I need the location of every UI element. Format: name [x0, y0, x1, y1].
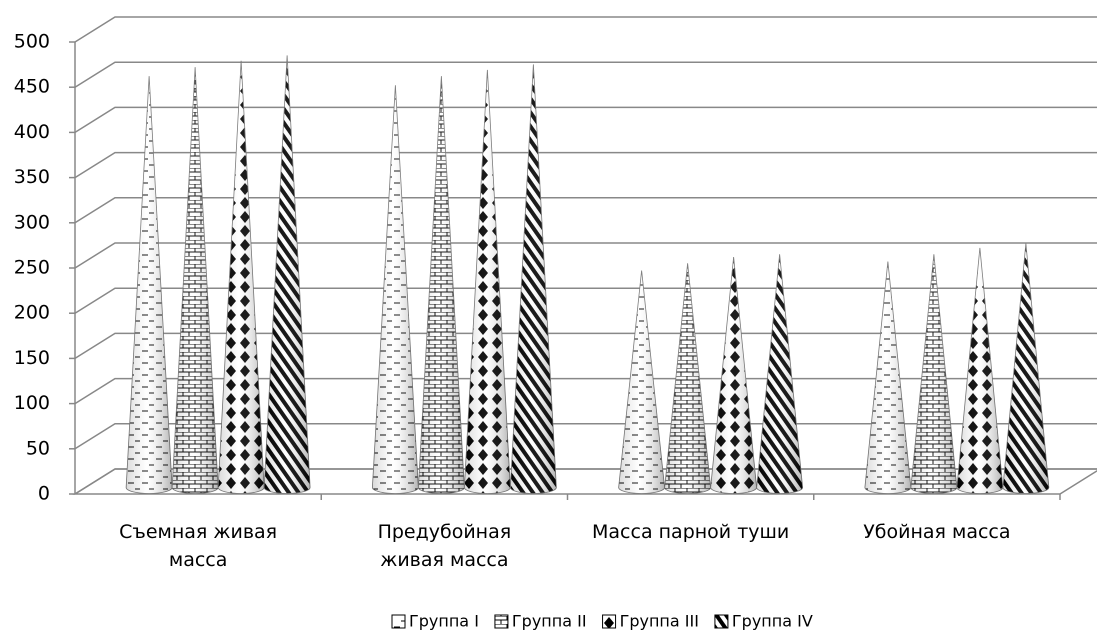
- grid-line: [74, 151, 1097, 179]
- grid-line: [74, 242, 1097, 269]
- cone: [710, 256, 758, 494]
- cone-shade: [710, 256, 757, 494]
- cone: [756, 254, 804, 494]
- cone-shade: [418, 76, 465, 494]
- cone: [864, 261, 912, 494]
- cone: [509, 64, 557, 494]
- x-tick-label: Предубойная живая масса: [377, 521, 512, 571]
- cone: [618, 270, 666, 494]
- y-tick-label: 300: [14, 211, 50, 233]
- cone-shade: [664, 263, 711, 494]
- y-tick-label: 200: [14, 302, 50, 324]
- y-tick-label: 0: [38, 483, 50, 505]
- y-tick-label: 50: [26, 437, 50, 459]
- cone-shade: [264, 55, 311, 494]
- y-tick-label: 500: [14, 31, 50, 53]
- cone: [371, 85, 419, 494]
- grid-line: [74, 61, 1097, 88]
- y-tick-label: 100: [14, 392, 50, 414]
- cone-shade: [864, 261, 911, 494]
- cone: [956, 247, 1004, 494]
- cone-shade: [910, 254, 957, 494]
- grid-line: [74, 106, 1097, 134]
- cone-shade: [126, 76, 173, 494]
- legend-swatch: [602, 614, 617, 629]
- cone-shade: [218, 60, 265, 494]
- legend-swatch: [391, 614, 406, 629]
- cone: [263, 55, 311, 494]
- y-tick-label: 150: [14, 347, 50, 369]
- legend-label: Группа III: [620, 612, 699, 631]
- cone-shade: [618, 270, 665, 494]
- x-tick-label: Съемная живая масса: [119, 521, 278, 571]
- legend-label: Группа II: [512, 612, 587, 631]
- cone: [217, 60, 265, 494]
- cone: [171, 67, 219, 494]
- x-tick-label: Масса парной туши: [592, 521, 790, 543]
- legend-swatch: [714, 614, 729, 629]
- cone: [463, 69, 511, 494]
- grid-line: [74, 16, 1097, 43]
- cone-shade: [372, 85, 419, 494]
- cone: [417, 76, 465, 494]
- y-tick-label: 400: [14, 121, 50, 143]
- cone: [1002, 243, 1050, 494]
- cone-shade: [1002, 243, 1049, 494]
- cone: [910, 254, 958, 494]
- y-tick-label: 250: [14, 257, 50, 279]
- legend-label: Группа IV: [732, 612, 813, 631]
- cone-shade: [172, 67, 219, 494]
- grid-line: [74, 197, 1097, 224]
- cone-shade: [956, 247, 1003, 494]
- cone-shade: [510, 64, 557, 494]
- y-tick-label: 450: [14, 76, 50, 98]
- x-tick-label: Убойная масса: [863, 521, 1011, 543]
- cone-shade: [756, 254, 803, 494]
- legend-label: Группа I: [409, 612, 479, 631]
- cone: [664, 263, 712, 494]
- cone: [125, 76, 173, 494]
- cone-shade: [464, 69, 511, 494]
- grid-line: [74, 287, 1097, 314]
- y-tick-label: 350: [14, 166, 50, 188]
- legend-swatch: [494, 614, 509, 629]
